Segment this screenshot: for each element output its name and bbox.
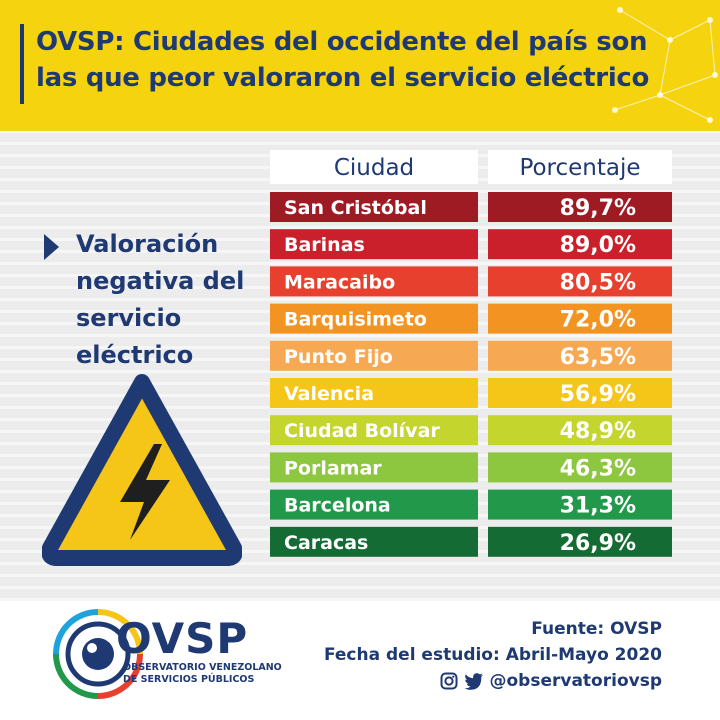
city-label: Punto Fijo <box>284 346 393 368</box>
city-cell <box>270 266 478 297</box>
twitter-icon[interactable] <box>464 672 484 690</box>
logo-wordmark: OVSP <box>116 614 249 663</box>
value-cell <box>488 192 672 222</box>
play-arrow-icon <box>44 234 59 260</box>
social-handle[interactable]: @observatoriovsp <box>489 671 663 691</box>
logo-subtitle-line2: DE SERVICIOS PÚBLICOS <box>123 674 255 685</box>
study-date: Fecha del estudio: Abril-Mayo 2020 <box>323 645 662 665</box>
city-cell <box>270 192 478 222</box>
table-header-label: Ciudad <box>334 155 414 181</box>
table-header-cell <box>488 150 672 184</box>
header-banner: OVSP: Ciudades del occidente del país so… <box>0 0 720 131</box>
value-cell <box>488 452 672 483</box>
value-label: 31,3% <box>560 494 636 519</box>
page-title: OVSP: Ciudades del occidente del país so… <box>36 27 650 93</box>
value-label: 46,3% <box>560 456 636 481</box>
value-label: 63,5% <box>560 345 636 370</box>
high-voltage-warning-icon <box>42 374 242 566</box>
value-label: 89,7% <box>560 196 636 221</box>
city-label: Ciudad Bolívar <box>284 420 440 442</box>
value-label: 72,0% <box>560 308 636 333</box>
value-label: 56,9% <box>560 382 636 407</box>
source-note: Fuente: OVSP <box>531 619 662 639</box>
city-label: Valencia <box>284 383 374 405</box>
city-label: Barquisimeto <box>284 309 427 331</box>
value-cell <box>488 378 672 408</box>
city-cell <box>270 452 478 483</box>
social-handle-row[interactable]: @observatoriovsp <box>440 668 663 694</box>
city-label: Barcelona <box>284 495 391 517</box>
value-cell <box>488 266 672 297</box>
table-header-cell <box>270 150 478 184</box>
value-cell <box>488 526 672 557</box>
value-label: 80,5% <box>560 270 636 295</box>
city-cell <box>270 229 478 260</box>
header-accent-bar <box>20 24 24 104</box>
network-decoration-icon <box>612 7 718 123</box>
value-cell <box>488 229 672 260</box>
city-label: Barinas <box>284 234 365 256</box>
city-label: Maracaibo <box>284 271 395 293</box>
value-cell <box>488 489 672 520</box>
value-cell <box>488 340 672 371</box>
table-header-label: Porcentaje <box>519 155 640 181</box>
value-cell <box>488 415 672 446</box>
city-cell <box>270 489 478 520</box>
city-cell <box>270 526 478 557</box>
side-label: Valoración negativa del servicio eléctri… <box>76 230 245 369</box>
ovsp-eye-logo-icon <box>53 609 143 699</box>
city-cell <box>270 415 478 446</box>
city-label: Caracas <box>284 532 368 554</box>
logo-subtitle-line1: OBSERVATORIO VENEZOLANO <box>123 662 282 673</box>
city-cell <box>270 340 478 371</box>
city-cell <box>270 303 478 334</box>
value-label: 48,9% <box>560 419 636 444</box>
value-cell <box>488 303 672 334</box>
value-label: 89,0% <box>560 233 636 258</box>
city-cell <box>270 378 478 408</box>
city-label: San Cristóbal <box>284 197 427 219</box>
instagram-icon[interactable] <box>440 672 458 690</box>
value-label: 26,9% <box>560 531 636 556</box>
city-label: Porlamar <box>284 457 382 479</box>
